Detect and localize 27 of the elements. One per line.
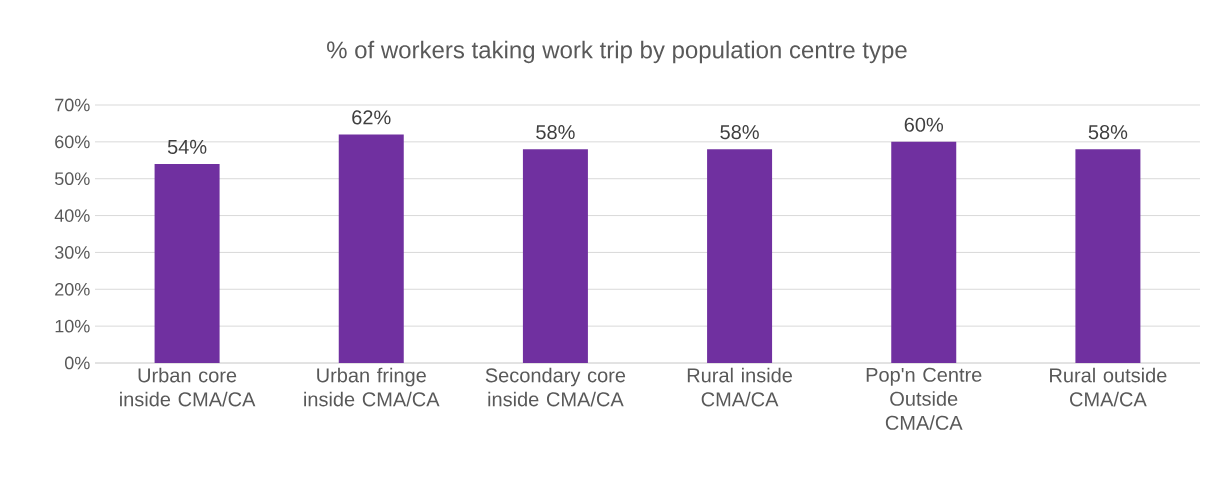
y-tick-label: 30% — [54, 246, 90, 259]
bar — [1075, 149, 1141, 363]
bar — [891, 141, 957, 363]
data-label: 60% — [904, 117, 944, 132]
data-label: 58% — [536, 125, 575, 140]
data-label: 58% — [720, 125, 759, 140]
x-tick-label: Rural inside CMA/CA — [687, 367, 793, 407]
x-tick-label: Urban core inside CMA/CA — [120, 367, 256, 407]
y-tick-label: 70% — [55, 98, 90, 112]
x-tick-label: Rural outside CMA/CA — [1050, 367, 1167, 407]
bar — [522, 149, 588, 363]
y-tick-label: 0% — [64, 356, 90, 370]
x-tick-label: Pop'n Centre Outside CMA/CA — [866, 367, 982, 430]
chart-title: % of workers taking work trip by population centre type — [327, 40, 907, 64]
data-label: 58% — [1088, 125, 1128, 140]
y-tick-label: 60% — [55, 135, 90, 149]
x-tick-label: Secondary core inside CMA/CA — [485, 367, 626, 407]
bar — [707, 149, 773, 363]
y-tick-label: 10% — [55, 319, 90, 333]
bar — [154, 163, 220, 363]
y-tick-label: 40% — [54, 209, 90, 222]
x-tick-label: Urban fringe inside CMA/CA — [304, 367, 440, 407]
y-tick-label: 50% — [54, 172, 90, 186]
data-label: 62% — [352, 110, 391, 125]
data-label: 54% — [167, 139, 207, 154]
y-tick-label: 20% — [55, 282, 90, 296]
bar — [338, 134, 404, 363]
